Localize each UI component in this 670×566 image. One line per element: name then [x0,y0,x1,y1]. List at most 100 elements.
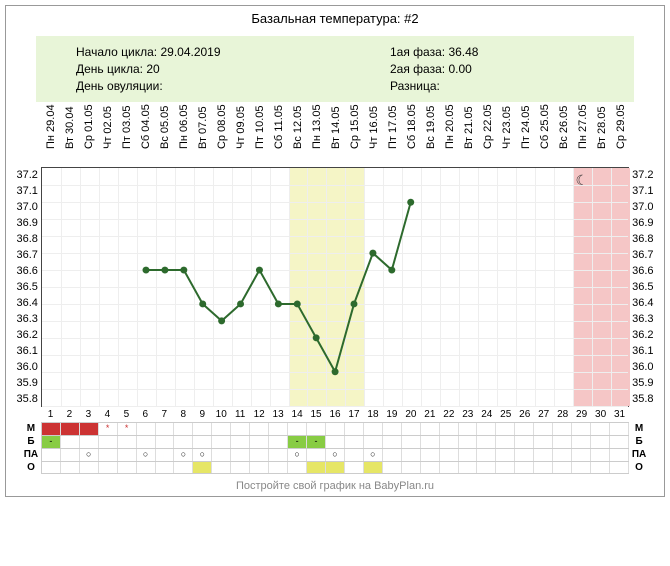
track-cell [496,462,515,473]
track-cell [459,423,478,435]
track-cell [307,423,326,435]
track-cell [345,462,364,473]
phase1-value: 36.48 [448,45,478,59]
day-number: 15 [307,409,326,420]
track-cell [591,449,610,461]
day-number: 30 [591,409,610,420]
track-cell [610,423,629,435]
track-cell [137,423,156,435]
track-rows: М**МБ---БПА○○○○○○○ПАОО [21,422,649,474]
track-cell [591,462,610,473]
track-cell [118,462,137,473]
phase1-label: 1ая фаза: [390,45,445,59]
y-tick-label: 36.3 [17,311,38,327]
track-label: О [21,461,41,474]
track-cell: - [288,436,307,448]
y-tick-label: 36.6 [632,263,653,279]
plot-area: ☾ [41,167,629,407]
track-cell [421,462,440,473]
track-cell [515,449,534,461]
track-cell: - [307,436,326,448]
track-cell [534,449,553,461]
y-tick-label: 36.1 [632,343,653,359]
day-number: 21 [420,409,439,420]
y-tick-label: 35.9 [632,375,653,391]
track-cell [231,436,250,448]
day-number: 5 [117,409,136,420]
track-label: М [21,422,41,435]
track-label: ПА [629,448,649,461]
track-cell [477,462,496,473]
x-axis-dates: Пн 29.04Вт 30.04Ср 01.05Чт 02.05Пт 03.05… [41,112,629,167]
day-number: 18 [363,409,382,420]
track-cell [174,436,193,448]
track-cell: ○ [364,449,383,461]
track-cell [496,423,515,435]
day-number: 1 [41,409,60,420]
track-cell [534,423,553,435]
track-label: Б [21,435,41,448]
track-cell [307,449,326,461]
track-cell [364,423,383,435]
track-label: О [629,461,649,474]
track-cell [477,449,496,461]
track-cell [80,462,99,473]
track-cell [402,449,421,461]
track-cell: ○ [174,449,193,461]
track-cell: ○ [137,449,156,461]
track-cell [364,462,383,473]
track-cell [288,462,307,473]
cycle-day-label: День цикла: [76,62,143,76]
track-cell [459,436,478,448]
y-tick-label: 37.2 [632,167,653,183]
y-tick-label: 36.4 [632,295,653,311]
track-row-B: Б---Б [21,435,649,448]
track-cell [231,449,250,461]
track-cell [193,462,212,473]
track-cell [156,462,175,473]
track-cell [496,449,515,461]
track-cell [402,436,421,448]
day-number: 14 [288,409,307,420]
track-row-PA: ПА○○○○○○○ПА [21,448,649,461]
track-label: М [629,422,649,435]
day-number: 13 [269,409,288,420]
track-cell [515,436,534,448]
y-tick-label: 36.6 [17,263,38,279]
track-cell [440,436,459,448]
day-number: 29 [572,409,591,420]
track-cell [212,449,231,461]
track-cell [477,423,496,435]
day-number: 26 [515,409,534,420]
track-cell [496,436,515,448]
y-tick-label: 37.0 [17,199,38,215]
track-cell [610,462,629,473]
track-cell [591,436,610,448]
day-number: 2 [60,409,79,420]
info-right: 1ая фаза: 36.48 2ая фаза: 0.00 Разница: [310,44,624,94]
track-cell [99,436,118,448]
track-cell [345,449,364,461]
track-cell [383,436,402,448]
track-cell [515,423,534,435]
track-label: ПА [21,448,41,461]
track-cell [383,449,402,461]
track-cell [459,449,478,461]
track-cell [156,423,175,435]
track-cell [326,436,345,448]
day-number: 11 [231,409,250,420]
track-cell: ○ [326,449,345,461]
track-cell [269,449,288,461]
info-left: Начало цикла: 29.04.2019 День цикла: 20 … [46,44,310,94]
y-axis-right: 37.237.137.036.936.836.736.636.536.436.3… [629,167,659,407]
y-tick-label: 37.0 [632,199,653,215]
track-cell [80,423,99,435]
track-cell [212,462,231,473]
track-cell [345,436,364,448]
track-cell [553,462,572,473]
chart-title: Базальная температура: #2 [6,6,664,31]
day-number: 23 [458,409,477,420]
track-cell [174,423,193,435]
track-cell [572,436,591,448]
y-tick-label: 36.2 [632,327,653,343]
